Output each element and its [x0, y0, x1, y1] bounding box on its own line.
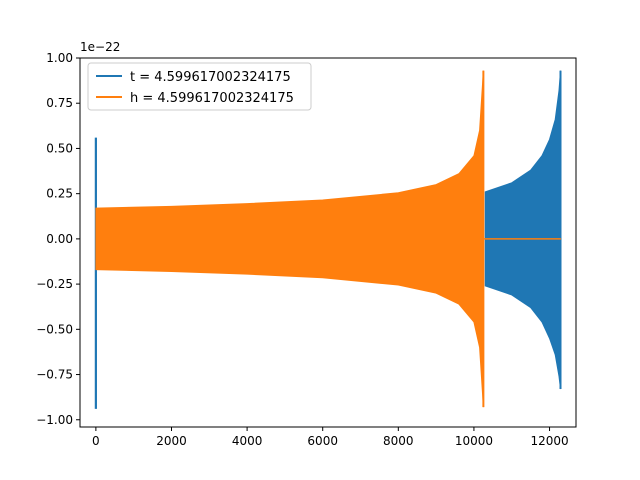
y-tick-label: −1.00 — [36, 413, 73, 427]
axes-frame — [79, 57, 577, 428]
y-tick-label: 1.00 — [46, 51, 73, 65]
x-tick-label: 12000 — [530, 434, 568, 448]
x-tick-label: 8000 — [383, 434, 414, 448]
x-tick-label: 0 — [92, 434, 100, 448]
legend: t = 4.599617002324175 h = 4.5996170023241… — [87, 62, 312, 111]
legend-entry-label: t = 4.599617002324175 — [130, 70, 291, 85]
x-tick-label: 4000 — [232, 434, 263, 448]
x-tick-label: 2000 — [156, 434, 187, 448]
y-axis-offset-label: 1e−22 — [80, 40, 120, 54]
legend-box — [87, 62, 312, 111]
series-layer — [94, 70, 562, 409]
y-tick-label: 0.75 — [46, 96, 73, 110]
y-tick-label: −0.25 — [36, 277, 73, 291]
x-axis-ticks: 0 2000 4000 6000 8000 10000 12000 — [92, 427, 569, 448]
x-tick-label: 6000 — [307, 434, 338, 448]
y-tick-label: 0.50 — [46, 141, 73, 155]
x-tick-label: 10000 — [455, 434, 493, 448]
y-axis-ticks: −1.00 −0.75 −0.50 −0.25 0.00 0.25 0.50 0.75 1.00 — [36, 51, 80, 427]
y-tick-label: 0.25 — [46, 187, 73, 201]
axes-border — [79, 57, 577, 428]
y-tick-label: 0.00 — [46, 232, 73, 246]
legend-entry-label: h = 4.599617002324175 — [130, 91, 294, 106]
y-tick-label: −0.75 — [36, 368, 73, 382]
y-tick-label: −0.50 — [36, 322, 73, 336]
